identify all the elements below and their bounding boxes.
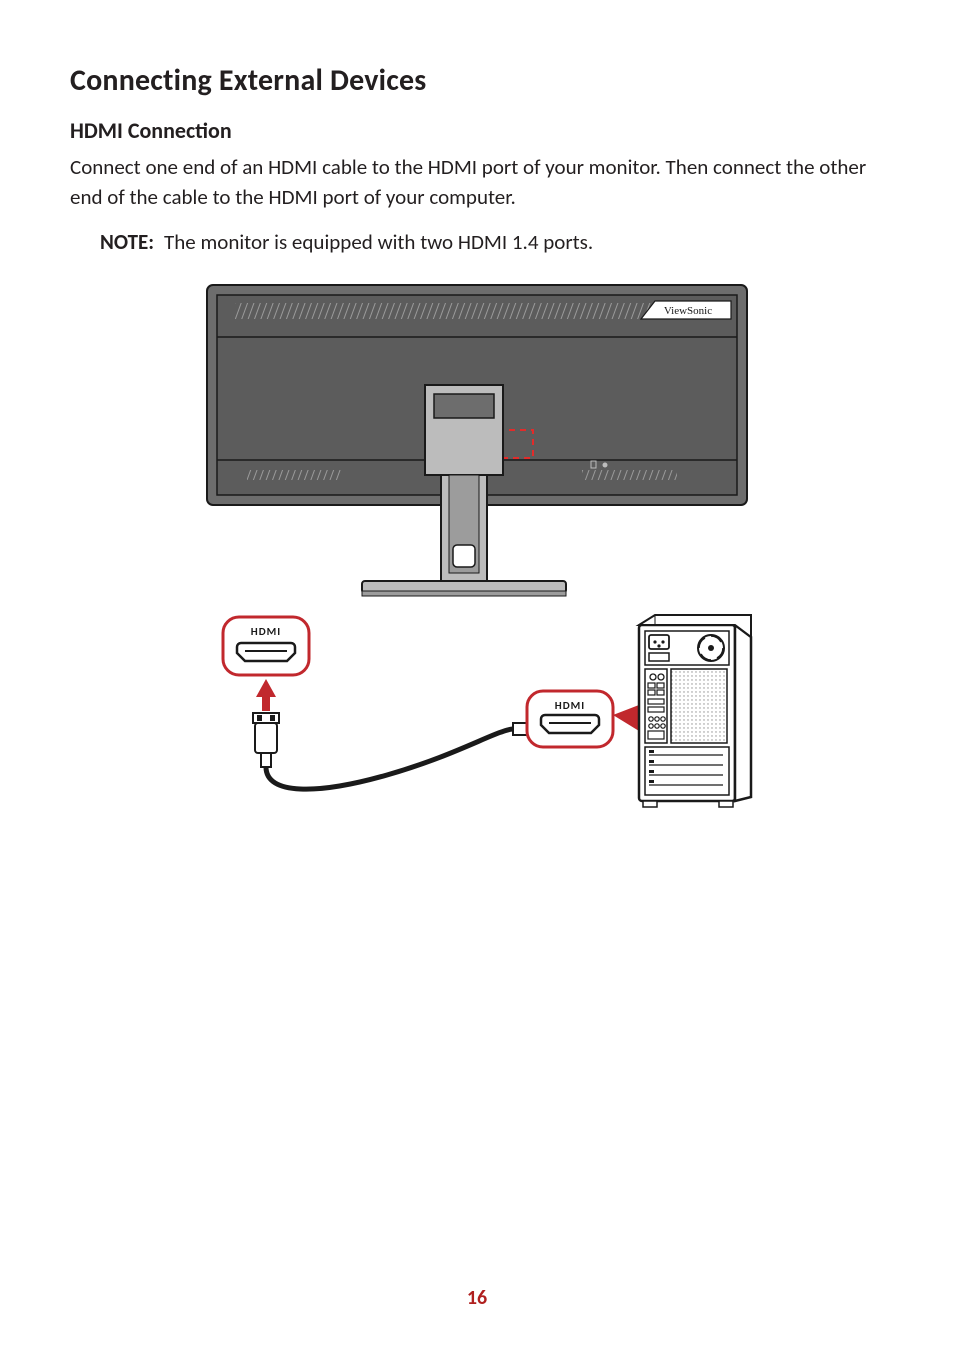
svg-text:ViewSonic: ViewSonic [664, 305, 712, 317]
brand-badge: ViewSonic [641, 301, 731, 319]
manual-page: Connecting External Devices HDMI Connect… [0, 0, 954, 1350]
arrow-up-icon [256, 679, 276, 711]
subsection-title: HDMI Connection [70, 117, 884, 144]
hdmi-port-callout-monitor: HDMI [223, 617, 309, 675]
monitor-icon: ViewSonic [207, 285, 747, 596]
computer-tower-icon [639, 615, 751, 807]
page-number: 16 [0, 1286, 954, 1310]
note-row: NOTE: The monitor is equipped with two H… [100, 227, 884, 257]
section-title: Connecting External Devices [70, 62, 884, 99]
note-label: NOTE: [100, 227, 154, 257]
note-text: The monitor is equipped with two HDMI 1.… [164, 227, 593, 257]
hdmi-cable [266, 729, 513, 789]
body-paragraph: Connect one end of an HDMI cable to the … [70, 152, 884, 213]
hdmi-port-callout-pc: HDMI [527, 691, 639, 747]
connection-diagram: ViewSonic [187, 275, 767, 835]
hdmi-plug-monitor-side [253, 713, 279, 767]
svg-text:HDMI: HDMI [251, 625, 281, 638]
svg-text:HDMI: HDMI [555, 699, 585, 712]
